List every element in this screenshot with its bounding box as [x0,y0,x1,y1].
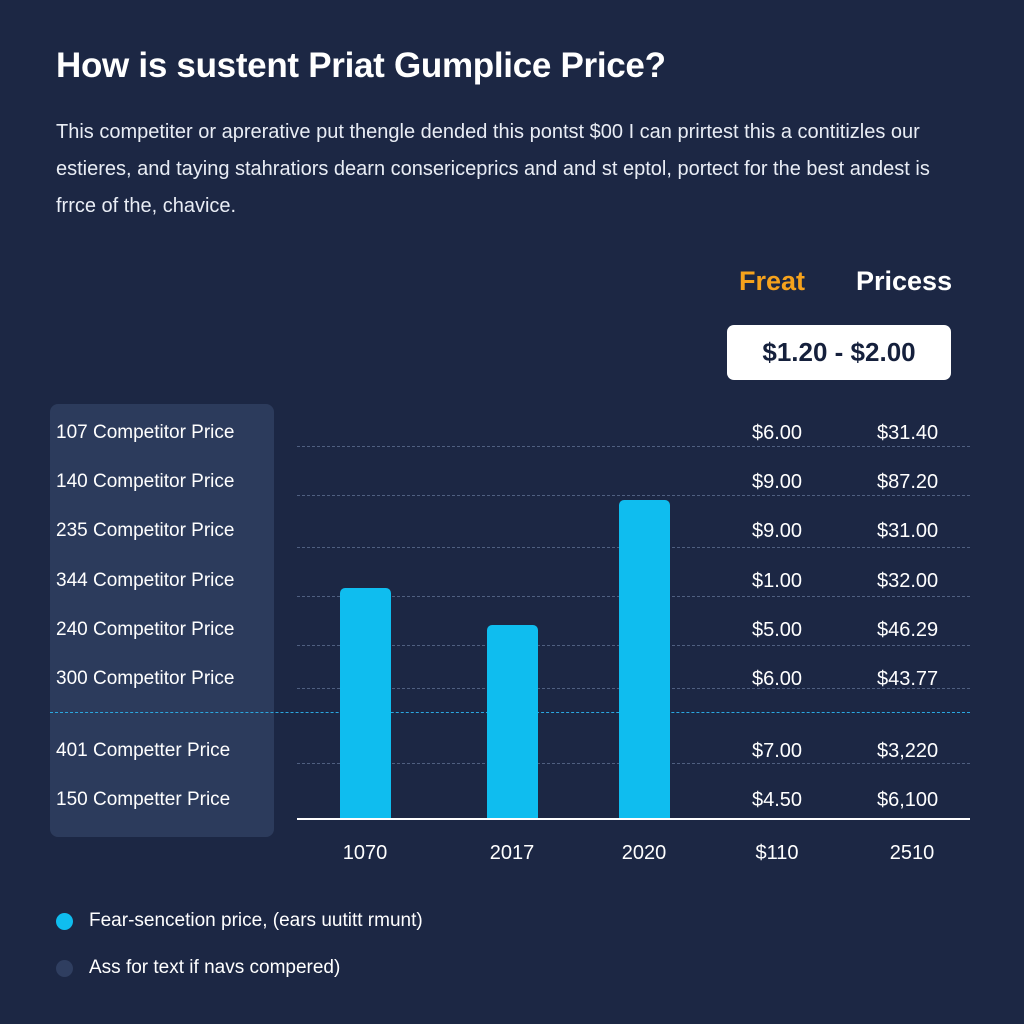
freat-value: $1.00 [752,570,803,592]
freat-value: $9.00 [752,520,803,542]
row-label: 235 Competitor Price [56,520,235,541]
row-label: 401 Competter Price [56,740,231,761]
column-header-pricess: Pricess [856,266,953,296]
pricess-value: $31.00 [877,520,939,542]
legend-swatch [56,912,73,930]
x-tick-label: 2510 [889,842,935,864]
x-tick-label: 2020 [621,842,667,864]
pricess-value: $43.77 [877,668,939,690]
row-label-panel [50,404,274,837]
price-range-badge: $1.20 - $2.00 [727,325,951,380]
freat-value: $6.00 [752,668,803,690]
freat-value: $9.00 [752,471,803,493]
legend-item: Fear-sencetion price, (ears uutitt rmunt… [56,910,423,932]
freat-value: $4.50 [752,789,803,811]
column-header-freat: Freat [739,266,806,296]
gridline [297,495,970,496]
freat-value: $5.00 [752,619,803,641]
bar [340,587,391,818]
pricess-value: $32.00 [877,570,939,592]
legend-label: Ass for text if navs compered) [89,957,341,978]
legend-swatch [56,959,73,977]
x-tick-label: 2017 [489,842,535,864]
row-label: 150 Competter Price [56,789,231,810]
pricess-value: $3,220 [877,740,939,762]
pricess-value: $6,100 [877,789,939,811]
freat-value: $7.00 [752,740,803,762]
legend-label: Fear-sencetion price, (ears uutitt rmunt… [89,910,423,931]
pricess-value: $46.29 [877,619,939,641]
legend-item: Ass for text if navs compered) [56,957,340,979]
bar [619,500,670,818]
row-label: 107 Competitor Price [56,422,235,443]
x-axis-line [297,818,970,820]
row-label: 140 Competitor Price [56,471,235,492]
chart-description: This competiter or aprerative put thengl… [56,121,930,217]
x-tick-label: 1070 [342,842,388,864]
x-tick-label: $110 [755,842,799,864]
row-label: 240 Competitor Price [56,619,235,640]
freat-value: $6.00 [752,422,803,444]
gridline [297,446,970,447]
chart-title: How is sustent Priat Gumplice Price? [56,46,666,85]
bar [487,624,538,818]
pricess-value: $87.20 [877,471,939,493]
row-label: 344 Competitor Price [56,570,235,591]
pricess-value: $31.40 [877,422,939,444]
row-label: 300 Competitor Price [56,668,235,689]
